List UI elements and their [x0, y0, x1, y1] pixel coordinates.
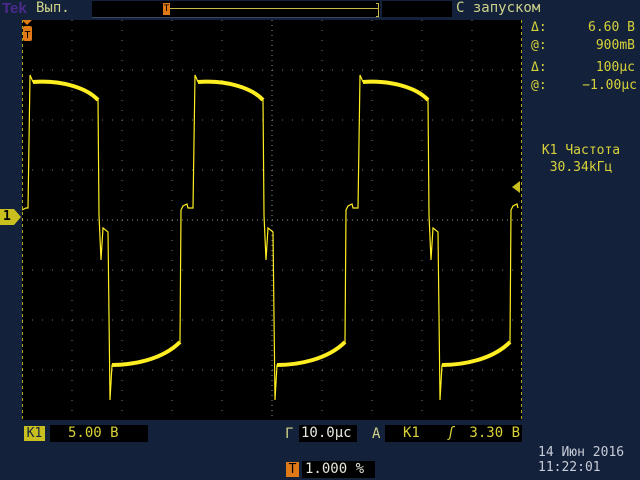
- channel-1-ground-marker[interactable]: 1: [0, 209, 22, 225]
- cursor-v-delta: 6.60 В: [588, 20, 635, 35]
- trigger-settings[interactable]: К1 ʃ 3.30 В: [385, 425, 522, 442]
- trigger-level: 3.30 В: [469, 425, 520, 441]
- svg-text:T: T: [24, 30, 30, 41]
- cursor-v-at-label: @:: [531, 38, 547, 53]
- timebase-value[interactable]: 10.0μс: [299, 425, 357, 442]
- horizontal-position[interactable]: 1.000 %: [302, 461, 375, 478]
- cursor-t-at: −1.00μс: [582, 78, 637, 93]
- waveform-display[interactable]: [21, 20, 522, 420]
- datetime: 14 Июн 2016 11:22:01: [538, 445, 624, 475]
- cursor-t-delta-label: Δ:: [531, 60, 547, 75]
- channel-1-trace: [21, 74, 519, 401]
- trigger-level-marker[interactable]: [512, 178, 522, 197]
- trigger-source: К1: [403, 425, 420, 441]
- cursor-t-at-label: @:: [531, 78, 547, 93]
- record-line: [166, 8, 378, 9]
- channel-1-scale[interactable]: 5.00 В: [50, 425, 148, 442]
- tek-logo: Tek: [2, 0, 27, 17]
- time: 11:22:01: [538, 460, 601, 475]
- date: 14 Июн 2016: [538, 445, 625, 460]
- trigger-position-icon: T: [163, 3, 170, 15]
- measurement-value: 30.34kГц: [549, 160, 613, 175]
- trigger-time-marker[interactable]: T: [22, 20, 34, 42]
- trigger-mode: С запуском: [456, 0, 541, 16]
- graticule-svg: [21, 20, 522, 420]
- record-view-bar: T: [92, 1, 380, 18]
- status-box: [382, 1, 452, 17]
- position-badge: T: [286, 462, 299, 477]
- channel-marker-label: 1: [3, 209, 11, 224]
- channel-1-badge[interactable]: К1: [24, 426, 45, 441]
- run-state: Вып.: [36, 0, 70, 16]
- rising-edge-icon: ʃ: [447, 425, 456, 441]
- measurement-label: К1 Частота: [541, 143, 621, 158]
- cursor-v-at: 900mВ: [595, 38, 635, 53]
- channel-1-trace-plateaus: [32, 79, 512, 367]
- trigger-label: А: [372, 426, 381, 442]
- record-end-bracket: [376, 3, 379, 17]
- cursor-v-delta-label: Δ:: [531, 20, 547, 35]
- cursor-t-delta: 100μс: [595, 60, 635, 75]
- timebase-label: Г: [285, 426, 294, 442]
